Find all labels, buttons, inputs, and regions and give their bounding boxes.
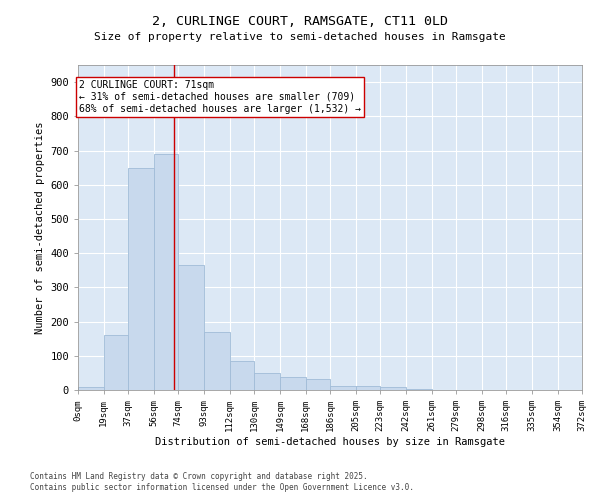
Text: Size of property relative to semi-detached houses in Ramsgate: Size of property relative to semi-detach… xyxy=(94,32,506,42)
Bar xyxy=(128,168,154,390)
Y-axis label: Number of semi-detached properties: Number of semi-detached properties xyxy=(35,121,44,334)
Text: Contains HM Land Registry data © Crown copyright and database right 2025.: Contains HM Land Registry data © Crown c… xyxy=(30,472,368,481)
Text: 2 CURLINGE COURT: 71sqm
← 31% of semi-detached houses are smaller (709)
68% of s: 2 CURLINGE COURT: 71sqm ← 31% of semi-de… xyxy=(79,80,361,114)
Bar xyxy=(280,377,305,390)
Bar xyxy=(178,265,204,390)
Bar xyxy=(104,336,128,390)
Bar xyxy=(330,386,356,390)
Bar xyxy=(254,373,280,390)
Bar xyxy=(406,388,431,390)
X-axis label: Distribution of semi-detached houses by size in Ramsgate: Distribution of semi-detached houses by … xyxy=(155,437,505,447)
Bar xyxy=(305,379,330,390)
Text: 2, CURLINGE COURT, RAMSGATE, CT11 0LD: 2, CURLINGE COURT, RAMSGATE, CT11 0LD xyxy=(152,15,448,28)
Bar xyxy=(356,386,380,390)
Bar xyxy=(380,388,406,390)
Bar xyxy=(154,154,178,390)
Bar xyxy=(204,332,230,390)
Text: Contains public sector information licensed under the Open Government Licence v3: Contains public sector information licen… xyxy=(30,484,414,492)
Bar xyxy=(78,388,104,390)
Bar xyxy=(230,361,254,390)
